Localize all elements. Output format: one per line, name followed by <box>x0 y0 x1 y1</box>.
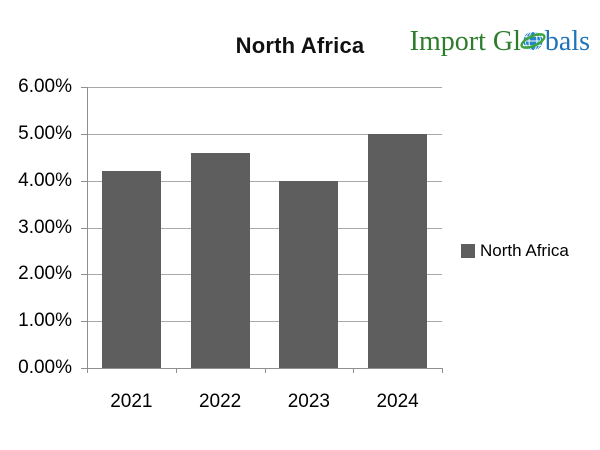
legend: North Africa <box>461 241 569 261</box>
x-axis-tick <box>353 368 355 373</box>
y-axis-tick <box>81 133 87 135</box>
y-axis-line <box>87 87 88 369</box>
x-axis-tick <box>442 368 443 373</box>
y-axis-label: 6.00% <box>18 76 72 97</box>
y-axis-label: 3.00% <box>18 216 72 238</box>
y-axis-label: 5.00% <box>18 122 72 144</box>
y-axis-tick <box>81 321 87 323</box>
x-axis-label-2022: 2022 <box>198 391 242 412</box>
globe-icon <box>520 28 546 60</box>
y-axis-label: 4.00% <box>18 169 72 191</box>
x-axis-tick <box>175 368 177 373</box>
x-axis-tick <box>264 368 266 373</box>
y-axis-label: 2.00% <box>18 263 72 285</box>
logo-text-right: bals <box>544 26 590 57</box>
gridline-2 <box>87 274 442 276</box>
y-axis-tick <box>81 227 87 229</box>
y-axis-label: 0.00% <box>18 357 72 378</box>
bar-2023 <box>279 180 339 368</box>
bar-2024 <box>368 133 428 368</box>
gridline-4 <box>87 180 442 182</box>
y-axis-tick <box>81 180 87 182</box>
gridline-3 <box>87 227 442 229</box>
x-axis-label-2024: 2024 <box>376 391 419 412</box>
x-axis-tick <box>87 368 88 373</box>
gridline-6 <box>87 87 442 88</box>
bar-2022 <box>190 152 250 368</box>
chart-title: North Africa <box>235 33 365 58</box>
y-axis-tick <box>81 87 87 88</box>
bar-2021 <box>101 171 161 368</box>
x-axis-label-2021: 2021 <box>110 391 153 412</box>
gridline-5 <box>87 133 442 135</box>
importglobals-logo: Import Gl bals <box>410 26 590 58</box>
legend-swatch <box>461 244 475 258</box>
x-axis-label-2023: 2023 <box>287 391 331 412</box>
legend-label: North Africa <box>480 241 569 260</box>
y-axis-tick <box>81 368 87 369</box>
y-axis-label: 1.00% <box>18 310 72 332</box>
gridline-1 <box>87 321 442 323</box>
logo-text-left: Import Gl <box>409 26 521 57</box>
y-axis-tick <box>81 274 87 276</box>
